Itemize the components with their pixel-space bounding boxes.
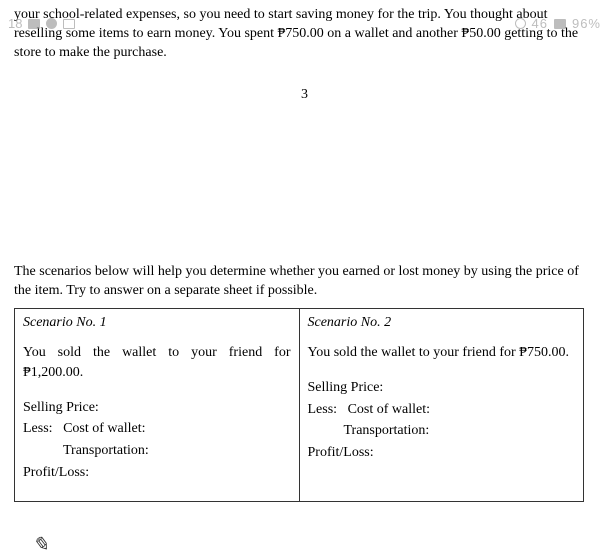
- less-line: Less: Cost of wallet:: [23, 418, 291, 440]
- scenario-cell-1: Scenario No. 1 You sold the wallet to yo…: [15, 309, 300, 502]
- profit-loss-line: Profit/Loss:: [308, 442, 576, 464]
- selling-price-line: Selling Price:: [23, 397, 291, 419]
- scenario-title: Scenario No. 1: [23, 315, 291, 331]
- transportation-line: Transportation:: [308, 420, 576, 442]
- transportation-line: Transportation:: [23, 440, 291, 462]
- instructions-paragraph: The scenarios below will help you determ…: [14, 263, 595, 301]
- profit-loss-line: Profit/Loss:: [23, 462, 291, 484]
- footer-glyph-icon: ✎: [32, 532, 595, 557]
- less-label: Less:: [23, 421, 53, 436]
- scenario-cell-2: Scenario No. 2 You sold the wallet to yo…: [299, 309, 584, 502]
- less-line: Less: Cost of wallet:: [308, 399, 576, 421]
- scenario-title: Scenario No. 2: [308, 315, 576, 331]
- page-number: 3: [14, 87, 595, 103]
- table-row: Scenario No. 1 You sold the wallet to yo…: [15, 309, 584, 502]
- less-label: Less:: [308, 402, 338, 417]
- intro-paragraph: your school-related expenses, so you nee…: [14, 6, 595, 63]
- scenario-description: You sold the wallet to your friend for ₱…: [23, 343, 291, 382]
- cost-of-wallet-label: Cost of wallet:: [348, 402, 430, 417]
- scenario-table: Scenario No. 1 You sold the wallet to yo…: [14, 308, 584, 502]
- cost-of-wallet-label: Cost of wallet:: [63, 421, 145, 436]
- scenario-description: You sold the wallet to your friend for ₱…: [308, 343, 576, 363]
- selling-price-line: Selling Price:: [308, 377, 576, 399]
